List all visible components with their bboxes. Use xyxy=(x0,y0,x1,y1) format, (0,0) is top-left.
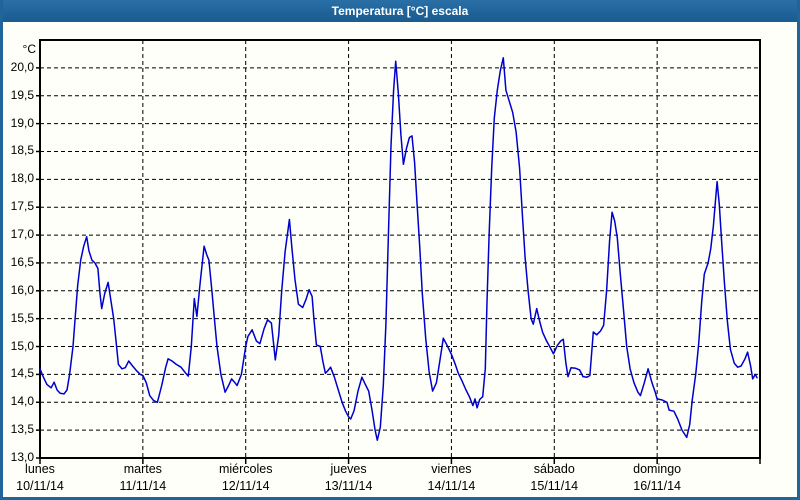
x-day-label: lunes xyxy=(25,462,55,476)
y-tick-label: 16,5 xyxy=(10,254,34,269)
y-tick-label: 19,0 xyxy=(10,115,34,130)
x-day-label: jueves xyxy=(330,462,367,476)
x-date-label: 16/11/14 xyxy=(633,479,681,493)
y-tick-label: 18,5 xyxy=(10,143,34,158)
x-date-label: 10/11/14 xyxy=(16,479,64,493)
chart-canvas: °C 20,0 19,5 19,0 18,5 18,0 17,5 17,0 16,5 16,0 1… xyxy=(3,22,797,497)
y-tick-label: 15,5 xyxy=(10,310,34,325)
y-tick-label: 14,0 xyxy=(10,394,34,409)
y-axis-unit-label: °C xyxy=(22,42,36,56)
x-date-label: 12/11/14 xyxy=(221,479,270,493)
x-day-label: miércoles xyxy=(218,462,273,476)
title-bar: Temperatura [°C] escala xyxy=(3,0,797,22)
x-date-label: 14/11/14 xyxy=(427,479,476,493)
plot-border xyxy=(39,39,761,459)
y-tick-label: 16,0 xyxy=(10,282,34,297)
x-date-label: 13/11/14 xyxy=(324,479,373,493)
x-day-label: domingo xyxy=(633,462,682,476)
x-day-label: viernes xyxy=(431,462,472,476)
window-title: Temperatura [°C] escala xyxy=(331,4,469,18)
x-date-label: 15/11/14 xyxy=(530,479,579,493)
y-tick-label: 15,0 xyxy=(10,338,34,353)
temperature-series-line xyxy=(39,57,758,441)
x-day-label: martes xyxy=(123,462,162,476)
y-tick-label: 14,5 xyxy=(10,366,34,381)
y-tick-label: 13,5 xyxy=(10,422,34,437)
y-tick-label: 13,0 xyxy=(10,450,34,464)
y-tick-label: 17,0 xyxy=(10,227,34,242)
x-day-label: sábado xyxy=(533,462,575,476)
temperature-line-chart xyxy=(36,39,761,464)
y-tick-label: 17,5 xyxy=(10,199,34,214)
y-tick-label: 20,0 xyxy=(10,59,34,74)
x-date-label: 11/11/14 xyxy=(119,479,167,493)
y-tick-label: 19,5 xyxy=(10,87,34,102)
y-tick-label: 18,0 xyxy=(10,171,34,186)
